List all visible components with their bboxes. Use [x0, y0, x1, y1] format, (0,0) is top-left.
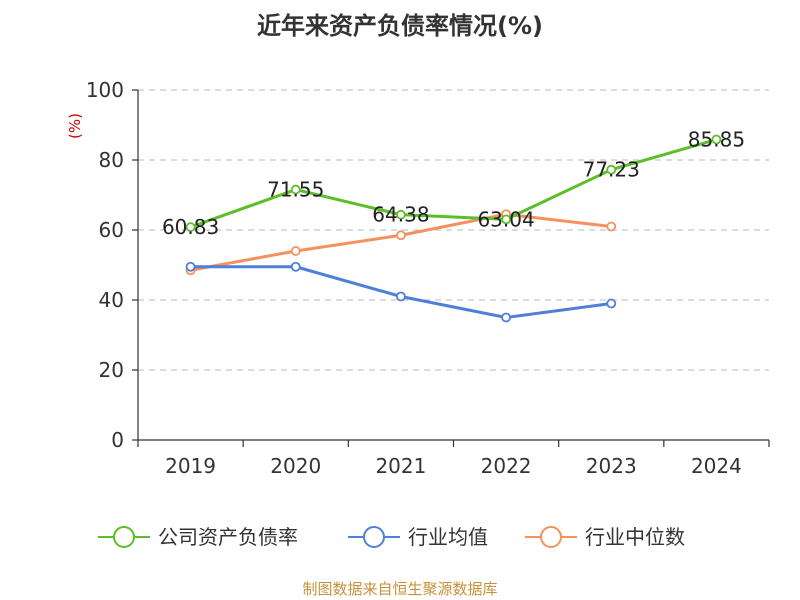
data-point [501, 214, 511, 225]
data-label: 77.23 [583, 158, 640, 182]
source-note: 制图数据来自恒生聚源数据库 [302, 580, 498, 598]
data-label: 64.38 [372, 203, 429, 227]
data-point [290, 184, 301, 195]
x-tick-label: 2019 [165, 454, 216, 478]
data-point [396, 209, 406, 220]
data-label: 85.85 [688, 128, 745, 152]
legend-marker [113, 526, 135, 548]
legend-label: 行业均值 [408, 525, 488, 549]
data-point [185, 261, 196, 272]
x-tick-label: 2023 [586, 454, 637, 478]
data-point [606, 164, 617, 175]
data-point [606, 298, 617, 309]
data-label: 63.04 [477, 207, 534, 231]
data-label: 60.83 [162, 215, 219, 239]
data-point [290, 261, 301, 272]
data-point [290, 246, 301, 256]
data-point [711, 134, 722, 145]
legend-label: 公司资产负债率 [158, 525, 298, 549]
x-tick-label: 2020 [270, 454, 321, 478]
y-tick-label: 80 [99, 148, 124, 172]
y-tick-label: 100 [86, 78, 124, 102]
y-axis-unit-label: (%) [66, 113, 84, 139]
data-point [606, 221, 617, 232]
x-tick-label: 2024 [691, 454, 742, 478]
x-tick-label: 2022 [481, 454, 532, 478]
data-label: 71.55 [267, 178, 324, 202]
data-point [501, 312, 511, 323]
y-tick-label: 40 [99, 288, 124, 312]
chart-title: 近年来资产负债率情况(%) [257, 12, 543, 40]
data-point [396, 230, 406, 241]
series-line [190, 138, 717, 229]
legend-marker [363, 526, 385, 548]
y-tick-label: 20 [99, 358, 124, 382]
y-tick-label: 0 [111, 428, 124, 452]
data-point [396, 291, 406, 302]
legend-marker [540, 526, 562, 548]
x-tick-label: 2021 [375, 454, 426, 478]
legend-label: 行业中位数 [585, 525, 685, 549]
y-tick-label: 60 [99, 218, 124, 242]
data-point [185, 222, 196, 232]
